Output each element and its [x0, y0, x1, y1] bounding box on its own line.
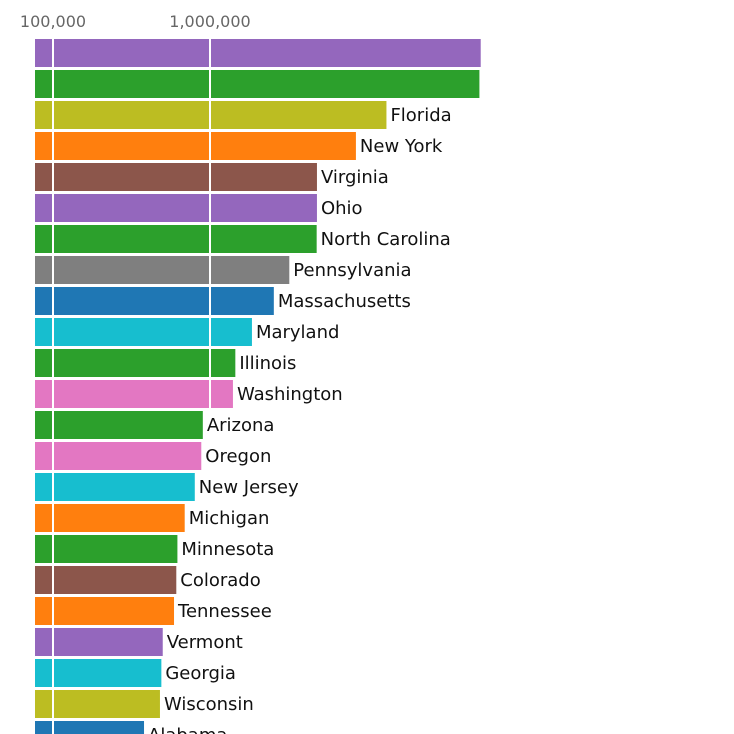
bar-labels-group: Florida New York Virginia Ohio North Carolin…	[148, 105, 452, 734]
bar-label: North Carolina	[321, 229, 451, 250]
x-axis-ticks: 100,000 1,000,000	[20, 12, 251, 31]
bar-label: Alabama	[148, 725, 227, 734]
bar	[35, 721, 145, 734]
bar	[35, 628, 163, 656]
x-tick-label: 100,000	[20, 12, 86, 31]
bar-label: Massachusetts	[278, 291, 411, 312]
bar-label: Tennessee	[177, 601, 272, 622]
bar-label: Virginia	[321, 167, 389, 188]
bars-group	[35, 39, 481, 734]
bar	[35, 442, 202, 470]
bar-label: Georgia	[165, 663, 236, 684]
x-tick-label: 1,000,000	[169, 12, 250, 31]
bar	[35, 659, 162, 687]
bar-label: New Jersey	[199, 477, 299, 498]
bar	[35, 380, 233, 408]
bar	[35, 163, 317, 191]
bar	[35, 225, 317, 253]
bar-label: Michigan	[189, 508, 270, 529]
bar	[35, 349, 236, 377]
bar	[35, 256, 290, 284]
bar	[35, 690, 160, 718]
bar-label: Wisconsin	[164, 694, 254, 715]
bar	[35, 39, 481, 67]
bar	[35, 132, 356, 160]
bar	[35, 194, 317, 222]
bar-label: Ohio	[321, 198, 363, 219]
bar-label: New York	[360, 136, 443, 157]
bar-label: Washington	[237, 384, 343, 405]
bar-label: Oregon	[205, 446, 271, 467]
bar	[35, 597, 175, 625]
bar	[35, 411, 203, 439]
bar	[35, 473, 195, 501]
bar-label: Florida	[390, 105, 451, 126]
bar	[35, 504, 185, 532]
bar-label: Pennsylvania	[293, 260, 411, 281]
bar-label: Minnesota	[181, 539, 274, 560]
bar	[35, 287, 274, 315]
bar-label: Arizona	[207, 415, 275, 436]
bar	[35, 70, 480, 98]
bar	[35, 566, 177, 594]
bar-label: Illinois	[239, 353, 296, 374]
bar-label: Colorado	[180, 570, 260, 591]
bar-label: Maryland	[256, 322, 339, 343]
gridlines	[52, 36, 211, 734]
bar	[35, 535, 178, 563]
bar	[35, 318, 252, 346]
bar-label: Vermont	[167, 632, 243, 653]
